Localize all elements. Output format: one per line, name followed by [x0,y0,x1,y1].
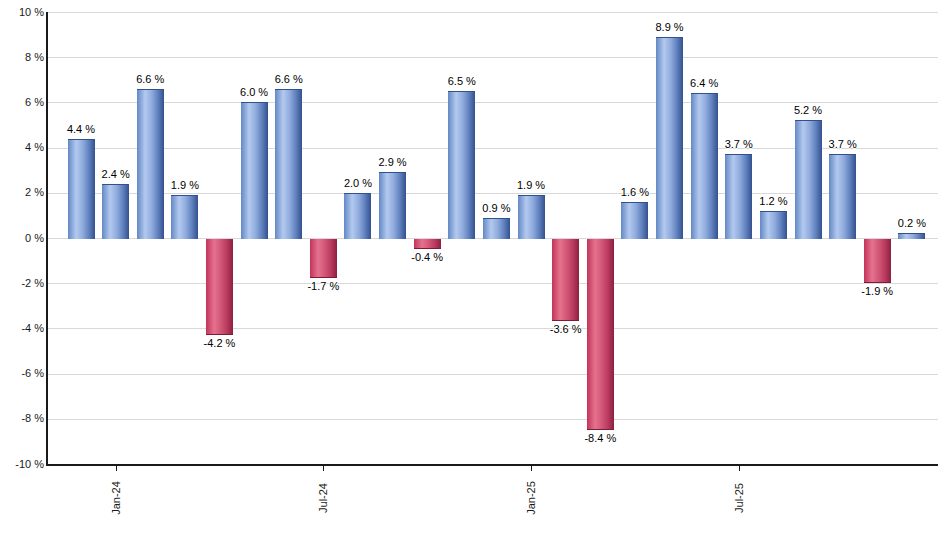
bar-Nov-25 [864,239,891,283]
bar-value-label: -3.6 % [534,323,598,336]
bar-value-label: 8.9 % [638,21,702,34]
y-tick-label: -10 % [2,458,44,471]
bar-value-label: 6.6 % [257,73,321,86]
bar-value-label: -4.2 % [187,337,251,350]
y-tick-label: 10 % [2,6,44,19]
bar-Feb-24 [137,89,164,239]
bar-Jun-25 [691,93,718,239]
gridline-8 [48,57,938,58]
bar-Dec-25 [898,233,925,239]
bar-value-label: 1.9 % [499,179,563,192]
bar-value-label: 2.4 % [84,168,148,181]
bar-value-label: 2.0 % [326,177,390,190]
bar-value-label: 0.2 % [880,217,940,230]
bar-value-label: 6.6 % [118,73,182,86]
bar-Jan-24 [102,184,129,239]
bar-Dec-23 [68,139,95,239]
bar-Jul-24 [310,239,337,278]
y-tick-label: -4 % [2,322,44,335]
x-axis-line [46,464,938,466]
x-tick-label-Jan-24: Jan-24 [109,469,123,527]
gridline--6 [48,374,938,375]
gridline--2 [48,283,938,284]
bar-Jun-24 [275,89,302,239]
bar-May-24 [241,102,268,239]
y-tick-label: 8 % [2,51,44,64]
y-tick-label: 4 % [2,141,44,154]
bar-value-label: 6.5 % [430,75,494,88]
y-tick-label: -2 % [2,277,44,290]
bar-May-25 [656,37,683,239]
bar-value-label: -8.4 % [568,432,632,445]
bar-value-label: -1.9 % [845,285,909,298]
bar-Aug-25 [760,211,787,239]
y-tick-label: -6 % [2,367,44,380]
bar-value-label: 4.4 % [49,123,113,136]
bar-Apr-24 [206,239,233,335]
bar-value-label: -1.7 % [291,280,355,293]
bar-value-label: 6.0 % [222,86,286,99]
gridline--8 [48,419,938,420]
bar-value-label: 6.4 % [672,77,736,90]
x-tick-label-Jul-24: Jul-24 [316,469,330,527]
bar-value-label: 3.7 % [707,138,771,151]
bar-value-label: 1.6 % [603,186,667,199]
y-tick-label: 6 % [2,96,44,109]
monthly-returns-bar-chart: 10 % 8 % 6 % 4 % 2 % 0 % -2 % -4 % -6 % -8 % -10 %… [0,0,940,550]
bar-value-label: 5.2 % [776,104,840,117]
bar-Mar-24 [171,195,198,239]
x-tick-label-Jul-25: Jul-25 [732,469,746,527]
bar-Dec-24 [483,218,510,239]
gridline-10 [48,12,938,13]
y-axis-line [46,12,48,466]
bar-value-label: 1.9 % [153,179,217,192]
gridline--4 [48,328,938,329]
y-tick-label: -8 % [2,412,44,425]
bar-Oct-25 [829,154,856,239]
y-tick-label: 2 % [2,186,44,199]
bar-Nov-24 [448,91,475,239]
y-tick-label: 0 % [2,232,44,245]
bar-value-label: 3.7 % [811,138,875,151]
gridline-6 [48,102,938,103]
bar-Oct-24 [414,239,441,249]
bar-Feb-25 [552,239,579,321]
bar-value-label: 0.9 % [464,202,528,215]
bar-Aug-24 [344,193,371,239]
bar-value-label: -0.4 % [395,251,459,264]
bar-value-label: 2.9 % [361,156,425,169]
x-tick-label-Jan-25: Jan-25 [524,469,538,527]
bar-value-label: 1.2 % [741,195,805,208]
bar-Apr-25 [621,202,648,239]
